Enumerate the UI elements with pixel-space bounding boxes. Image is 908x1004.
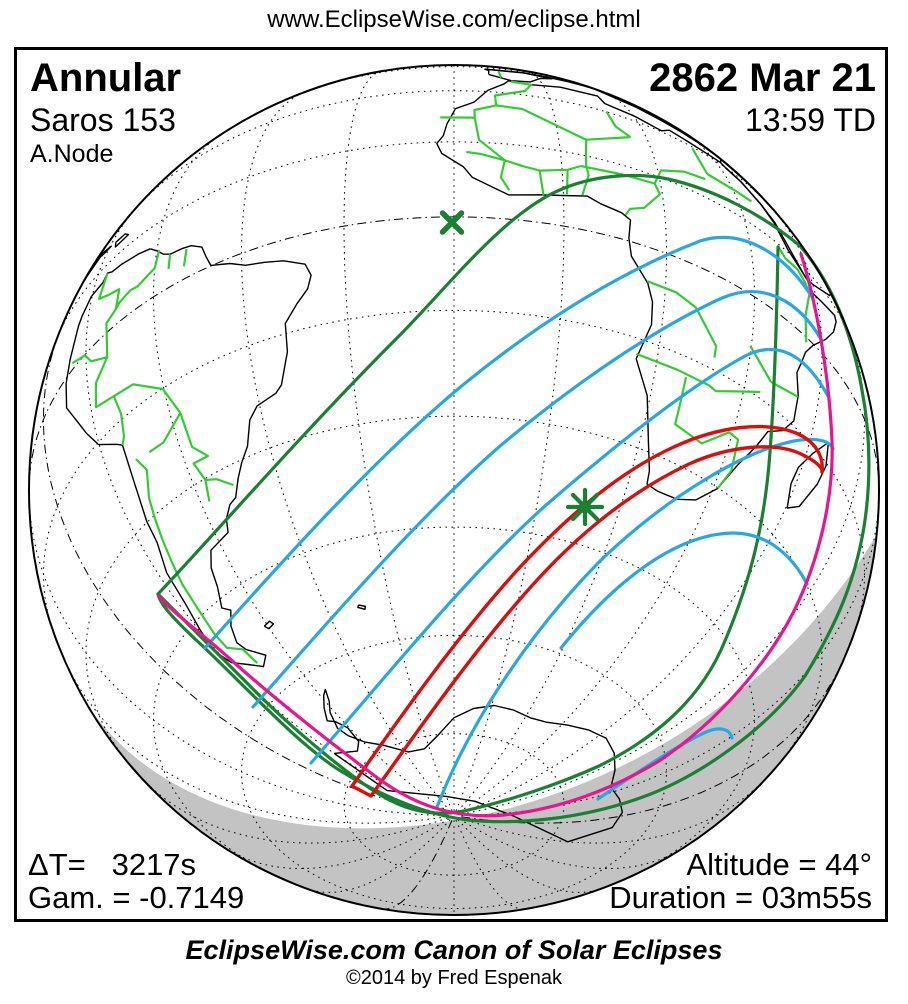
magnitude-curve — [203, 235, 814, 650]
canon-title: EclipseWise.com Canon of Solar Eclipses — [185, 935, 723, 965]
eclipse-date: 2862 Mar 21 — [649, 56, 876, 100]
delta-t-value: ΔT= 3217s — [28, 847, 197, 882]
node-label: A.Node — [30, 140, 114, 168]
eclipse-time: 13:59 TD — [744, 102, 876, 138]
night-shading — [86, 534, 877, 916]
sunrise-sunset-curve — [157, 252, 834, 818]
gamma-value: Gam. = -0.7149 — [28, 880, 245, 915]
saros-label: Saros 153 — [30, 102, 176, 138]
map-frame — [14, 47, 888, 922]
site-url: www.EclipseWise.com/eclipse.html — [267, 6, 641, 33]
magnitude-curve — [309, 347, 830, 765]
annular-path-west-cap — [350, 784, 373, 798]
magnitude-curve — [435, 437, 835, 809]
magnitude-curves — [203, 235, 835, 809]
subsolar-point-marker — [439, 210, 465, 235]
interior-penumbral-curve — [156, 245, 780, 815]
magnitude-curve — [559, 531, 809, 650]
duration-value: Duration = 03m55s — [609, 880, 872, 915]
central-path-curves — [350, 424, 824, 798]
graticule — [28, 65, 880, 915]
penumbral-limit-curves — [156, 173, 871, 824]
annular-path-south-limit — [369, 445, 824, 798]
annular-path-north-limit — [350, 424, 824, 788]
copyright: ©2014 by Fred Espenak — [346, 967, 562, 989]
altitude-value: Altitude = 44° — [686, 847, 872, 882]
globe-limb — [28, 64, 880, 916]
eclipse-at-sunset-curve — [157, 252, 834, 818]
penumbral-limit-loop — [156, 173, 871, 824]
eclipse-type-label: Annular — [30, 56, 182, 100]
magnitude-curve — [251, 290, 824, 709]
country-borders — [71, 70, 811, 664]
greatest-eclipse-marker — [565, 487, 605, 527]
